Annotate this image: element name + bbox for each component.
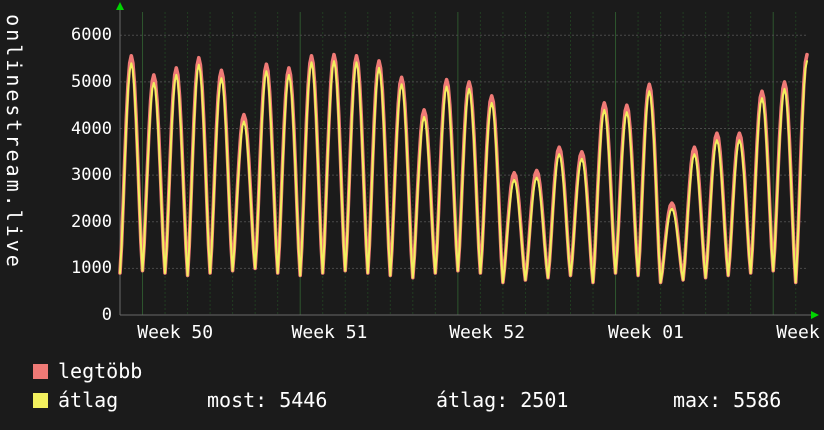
y-tick-label: 2000 bbox=[71, 211, 112, 232]
x-axis: Week 50 Week 51 Week 52 Week 01 Week bbox=[0, 322, 824, 346]
stat-most: most: 5446 bbox=[207, 389, 327, 411]
y-tick-label: 1000 bbox=[71, 258, 112, 279]
stat-most-label: most: bbox=[207, 388, 268, 412]
series-line-1 bbox=[119, 60, 808, 284]
stat-atlag: átlag: 2501 bbox=[436, 389, 568, 411]
stat-atlag-label: átlag: bbox=[436, 388, 509, 412]
stat-atlag-value: 2501 bbox=[520, 388, 569, 412]
stat-max-value: 5586 bbox=[733, 388, 782, 412]
x-tick-label: Week 52 bbox=[449, 322, 526, 343]
legend-item-atlag: átlag bbox=[33, 389, 118, 411]
stat-max-label: max: bbox=[673, 388, 722, 412]
stat-max: max: 5586 bbox=[673, 389, 781, 411]
x-tick-label: Week bbox=[776, 322, 820, 343]
legend-color-legtobb bbox=[33, 363, 48, 379]
y-axis-up-arrow-icon bbox=[116, 2, 124, 10]
stat-most-value: 5446 bbox=[279, 388, 328, 412]
x-tick-label: Week 51 bbox=[291, 322, 368, 343]
y-tick-label: 6000 bbox=[71, 25, 112, 46]
y-tick-label: 5000 bbox=[71, 71, 112, 92]
legend-label-legtobb: legtöbb bbox=[58, 359, 143, 383]
x-axis-right-arrow-icon bbox=[811, 311, 819, 319]
legend-item-legtobb: legtöbb bbox=[33, 360, 142, 382]
legend-color-atlag bbox=[33, 392, 48, 408]
y-tick-label: 0 bbox=[101, 305, 112, 325]
x-tick-label: Week 01 bbox=[608, 322, 684, 343]
x-tick-label: Week 50 bbox=[137, 322, 214, 343]
legend-label-atlag: átlag bbox=[58, 388, 119, 412]
y-tick-label: 3000 bbox=[71, 165, 112, 186]
y-tick-label: 4000 bbox=[71, 118, 112, 139]
